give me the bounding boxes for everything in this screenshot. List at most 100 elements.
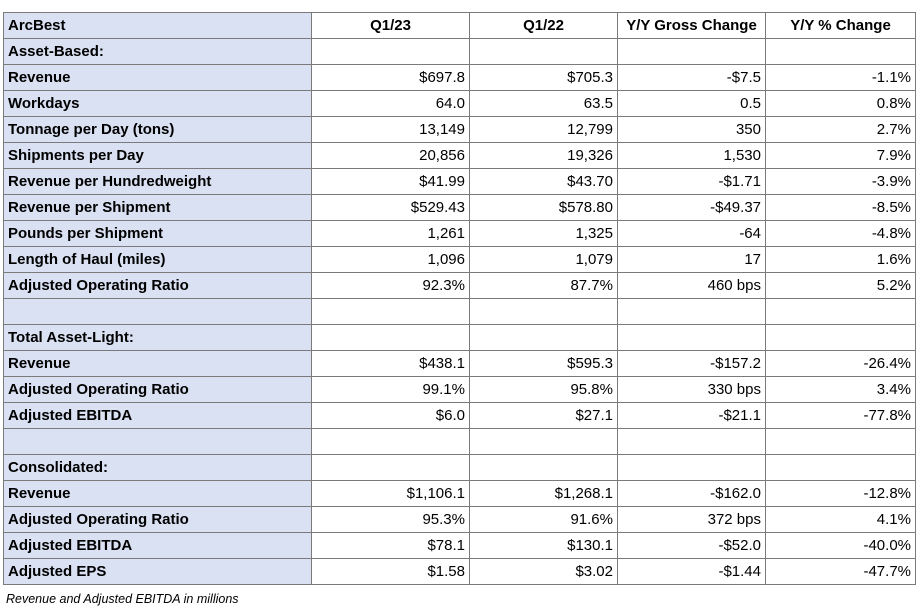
table-row: Revenue per Hundredweight $41.99 $43.70 -$1… <box>3 168 916 195</box>
value-cell: 5.2% <box>765 272 916 299</box>
value-cell: -3.9% <box>765 168 916 195</box>
value-cell: 99.1% <box>311 376 470 403</box>
value-cell: 1,096 <box>311 246 470 273</box>
value-cell <box>469 428 618 455</box>
value-cell: $27.1 <box>469 402 618 429</box>
value-cell: -$1.71 <box>617 168 766 195</box>
value-cell: $1,268.1 <box>469 480 618 507</box>
value-cell: $3.02 <box>469 558 618 585</box>
row-label-cell: Total Asset-Light: <box>3 324 312 351</box>
value-cell: 92.3% <box>311 272 470 299</box>
footnote: Revenue and Adjusted EBITDA in millions <box>6 592 239 606</box>
value-cell: -40.0% <box>765 532 916 559</box>
table-row: Revenue $438.1 $595.3 -$157.2 -26.4% <box>3 350 916 377</box>
value-cell: $78.1 <box>311 532 470 559</box>
value-cell <box>469 298 618 325</box>
value-cell: 95.8% <box>469 376 618 403</box>
row-label-cell <box>3 298 312 325</box>
table-row: Workdays 64.0 63.5 0.5 0.8% <box>3 90 916 117</box>
table-row: Shipments per Day 20,856 19,326 1,530 7.9% <box>3 142 916 169</box>
value-cell: -$157.2 <box>617 350 766 377</box>
value-cell: 1,079 <box>469 246 618 273</box>
value-cell: 1,325 <box>469 220 618 247</box>
header-cell-pct-change: Y/Y % Change <box>765 12 916 39</box>
row-label-cell: Adjusted EPS <box>3 558 312 585</box>
row-label-cell: Asset-Based: <box>3 38 312 65</box>
row-label-cell: Workdays <box>3 90 312 117</box>
table-row: Adjusted EPS $1.58 $3.02 -$1.44 -47.7% <box>3 558 916 585</box>
value-cell: $438.1 <box>311 350 470 377</box>
results-table-body: ArcBest Q1/23 Q1/22 Y/Y Gross Change Y/Y… <box>3 12 916 585</box>
row-label-cell: Adjusted Operating Ratio <box>3 506 312 533</box>
value-cell: $705.3 <box>469 64 618 91</box>
value-cell <box>617 298 766 325</box>
value-cell: 91.6% <box>469 506 618 533</box>
row-label-cell: Adjusted Operating Ratio <box>3 272 312 299</box>
value-cell: 20,856 <box>311 142 470 169</box>
table-row: Pounds per Shipment 1,261 1,325 -64 -4.8% <box>3 220 916 247</box>
row-label-cell: Tonnage per Day (tons) <box>3 116 312 143</box>
value-cell: 372 bps <box>617 506 766 533</box>
value-cell: 87.7% <box>469 272 618 299</box>
header-row: ArcBest Q1/23 Q1/22 Y/Y Gross Change Y/Y… <box>3 12 916 39</box>
row-label-cell: Pounds per Shipment <box>3 220 312 247</box>
value-cell <box>311 298 470 325</box>
value-cell: -77.8% <box>765 402 916 429</box>
value-cell <box>311 38 470 65</box>
value-cell <box>311 428 470 455</box>
value-cell: 460 bps <box>617 272 766 299</box>
row-label-cell: Revenue per Hundredweight <box>3 168 312 195</box>
value-cell: 7.9% <box>765 142 916 169</box>
table-row: Adjusted Operating Ratio 92.3% 87.7% 460 bp… <box>3 272 916 299</box>
row-label-cell <box>3 428 312 455</box>
table-row: Asset-Based: <box>3 38 916 65</box>
table-row: Length of Haul (miles) 1,096 1,079 17 1.6% <box>3 246 916 273</box>
header-cell-q1-23: Q1/23 <box>311 12 470 39</box>
table-row: Tonnage per Day (tons) 13,149 12,799 350 2.7… <box>3 116 916 143</box>
row-label-cell: Consolidated: <box>3 454 312 481</box>
value-cell: $595.3 <box>469 350 618 377</box>
value-cell: 2.7% <box>765 116 916 143</box>
value-cell <box>469 324 618 351</box>
value-cell: -$162.0 <box>617 480 766 507</box>
value-cell: 63.5 <box>469 90 618 117</box>
header-cell-q1-22: Q1/22 <box>469 12 618 39</box>
value-cell: $130.1 <box>469 532 618 559</box>
value-cell: 0.5 <box>617 90 766 117</box>
value-cell <box>765 38 916 65</box>
value-cell: 17 <box>617 246 766 273</box>
table-row: Total Asset-Light: <box>3 324 916 351</box>
row-label-cell: Revenue per Shipment <box>3 194 312 221</box>
header-cell-company: ArcBest <box>3 12 312 39</box>
row-label-cell: Shipments per Day <box>3 142 312 169</box>
value-cell: -$1.44 <box>617 558 766 585</box>
value-cell: $41.99 <box>311 168 470 195</box>
value-cell: $529.43 <box>311 194 470 221</box>
value-cell: $1.58 <box>311 558 470 585</box>
table-row: Adjusted EBITDA $6.0 $27.1 -$21.1 -77.8% <box>3 402 916 429</box>
table-row <box>3 298 916 325</box>
value-cell: 350 <box>617 116 766 143</box>
value-cell: 64.0 <box>311 90 470 117</box>
value-cell: $6.0 <box>311 402 470 429</box>
value-cell <box>617 324 766 351</box>
table-row: Revenue $1,106.1 $1,268.1 -$162.0 -12.8% <box>3 480 916 507</box>
value-cell <box>617 38 766 65</box>
value-cell: 330 bps <box>617 376 766 403</box>
value-cell: 19,326 <box>469 142 618 169</box>
header-cell-gross-change: Y/Y Gross Change <box>617 12 766 39</box>
value-cell: -$52.0 <box>617 532 766 559</box>
value-cell: 1.6% <box>765 246 916 273</box>
value-cell: -26.4% <box>765 350 916 377</box>
value-cell: 0.8% <box>765 90 916 117</box>
value-cell: $578.80 <box>469 194 618 221</box>
table-row: Revenue per Shipment $529.43 $578.80 -$49.3… <box>3 194 916 221</box>
table-row: Adjusted Operating Ratio 99.1% 95.8% 330 bp… <box>3 376 916 403</box>
value-cell: 12,799 <box>469 116 618 143</box>
value-cell <box>765 324 916 351</box>
row-label-cell: Revenue <box>3 64 312 91</box>
value-cell: 13,149 <box>311 116 470 143</box>
value-cell: 4.1% <box>765 506 916 533</box>
value-cell: $43.70 <box>469 168 618 195</box>
value-cell: 1,261 <box>311 220 470 247</box>
